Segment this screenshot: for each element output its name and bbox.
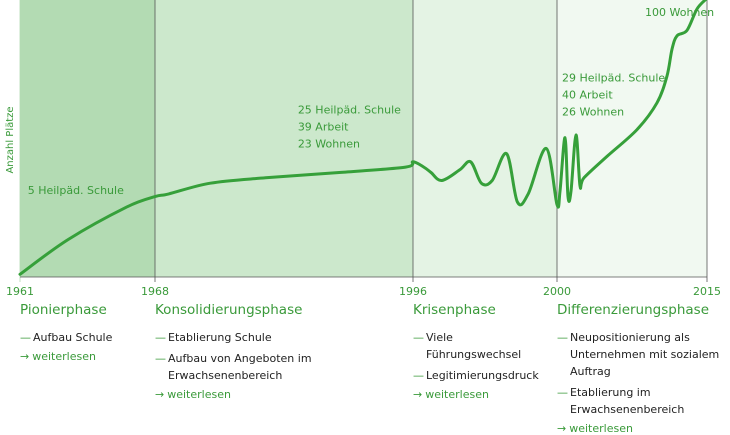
dash-icon: — bbox=[155, 352, 166, 365]
y-axis-label: Anzahl Plätze bbox=[5, 106, 16, 173]
bullet-text: Neupositionierung als Unternehmen mit so… bbox=[570, 331, 720, 378]
x-tick-label: 1968 bbox=[141, 285, 169, 298]
phase-title: Krisenphase bbox=[413, 302, 496, 318]
dash-icon: — bbox=[413, 331, 424, 344]
dash-icon: — bbox=[557, 386, 568, 399]
data-annotation: 160 Arbeit40 Berufsschule100 Wohnen bbox=[645, 0, 730, 19]
series-line bbox=[18, 0, 708, 276]
bullet-text: Aufbau von Angeboten im Erwachsenenberei… bbox=[168, 352, 312, 382]
annotation-line: 26 Wohnen bbox=[562, 105, 624, 118]
read-more-label[interactable]: weiterlesen bbox=[32, 350, 96, 363]
phase-bullet-item: — Viele Führungswechsel bbox=[413, 329, 548, 363]
data-annotation: 25 Heilpäd. Schule 39 Arbeit 23 Wohnen bbox=[298, 104, 401, 151]
phase-band bbox=[155, 0, 413, 277]
x-tick-label: 2015 bbox=[693, 285, 721, 298]
phase-bullet-item: — Etablierung Schule bbox=[155, 329, 395, 346]
x-tick-label: 1961 bbox=[6, 285, 34, 298]
x-tick-label: 1996 bbox=[399, 285, 427, 298]
read-more-label[interactable]: weiterlesen bbox=[569, 422, 633, 435]
read-more-link[interactable]: → weiterlesen bbox=[413, 388, 548, 401]
bullet-text: Etablierung Schule bbox=[168, 331, 272, 344]
phase-title: Konsolidierungsphase bbox=[155, 302, 303, 318]
bullet-text: Aufbau Schule bbox=[33, 331, 113, 344]
annotation-line: 100 Wohnen bbox=[645, 6, 714, 19]
phase-chart: 1961 1968 1996 2000 2015 Anzahl Plätze 5 Heilp… bbox=[5, 0, 730, 298]
read-more-label[interactable]: weiterlesen bbox=[167, 388, 231, 401]
phase-bullet-item: — Neupositionierung als Unternehmen mit s… bbox=[557, 329, 722, 380]
phase-band bbox=[20, 0, 155, 277]
arrow-right-icon: → bbox=[413, 388, 423, 401]
phase-title: Differenzierungsphase bbox=[557, 302, 710, 318]
bullet-text: Etablierung im Erwachsenenbereich bbox=[570, 386, 685, 416]
read-more-link[interactable]: → weiterlesen bbox=[155, 388, 395, 401]
phase-title: Pionierphase bbox=[20, 302, 107, 318]
phase-column: Konsolidierungsphase — Etablierung Schule —… bbox=[155, 302, 395, 401]
annotation-line: 5 Heilpäd. Schule bbox=[28, 184, 124, 197]
arrow-right-icon: → bbox=[155, 388, 165, 401]
annotation-line: 40 Arbeit bbox=[562, 88, 613, 101]
phase-bullet-item: — Legitimierungsdruck bbox=[413, 367, 548, 384]
phase-bullet-item: — Aufbau von Angeboten im Erwachsenenbere… bbox=[155, 350, 395, 384]
read-more-link[interactable]: → weiterlesen bbox=[557, 422, 722, 435]
phase-bullet-item: — Etablierung im Erwachsenenbereich bbox=[557, 384, 722, 418]
bullet-text: Legitimierungsdruck bbox=[426, 369, 539, 382]
annotation-line: 23 Wohnen bbox=[298, 138, 360, 151]
dash-icon: — bbox=[155, 331, 166, 344]
data-annotation: 29 Heilpäd. Schule 40 Arbeit 26 Wohnen bbox=[562, 71, 665, 118]
phase-column: Krisenphase — Viele Führungswechsel — Legiti… bbox=[413, 302, 548, 401]
read-more-label[interactable]: weiterlesen bbox=[425, 388, 489, 401]
read-more-link[interactable]: → weiterlesen bbox=[20, 350, 145, 363]
dash-icon: — bbox=[557, 331, 568, 344]
annotation-line: 40 Berufsschule bbox=[645, 0, 730, 2]
arrow-right-icon: → bbox=[557, 422, 567, 435]
annotation-line: 25 Heilpäd. Schule bbox=[298, 104, 401, 117]
phase-column: Differenzierungsphase — Neupositionierung … bbox=[557, 302, 722, 435]
annotation-line: 39 Arbeit bbox=[298, 121, 349, 134]
data-annotation: 5 Heilpäd. Schule bbox=[28, 184, 124, 197]
bullet-text: Viele Führungswechsel bbox=[426, 331, 522, 361]
dash-icon: — bbox=[413, 369, 424, 382]
x-tick-label: 2000 bbox=[543, 285, 571, 298]
arrow-right-icon: → bbox=[20, 350, 30, 363]
phase-bullet-item: — Aufbau Schule bbox=[20, 329, 145, 346]
phase-band bbox=[557, 0, 707, 277]
phase-column: Pionierphase — Aufbau Schule → weiterlesen bbox=[20, 302, 145, 363]
phase-band bbox=[413, 0, 557, 277]
dash-icon: — bbox=[20, 331, 31, 344]
annotation-line: 29 Heilpäd. Schule bbox=[562, 71, 665, 84]
